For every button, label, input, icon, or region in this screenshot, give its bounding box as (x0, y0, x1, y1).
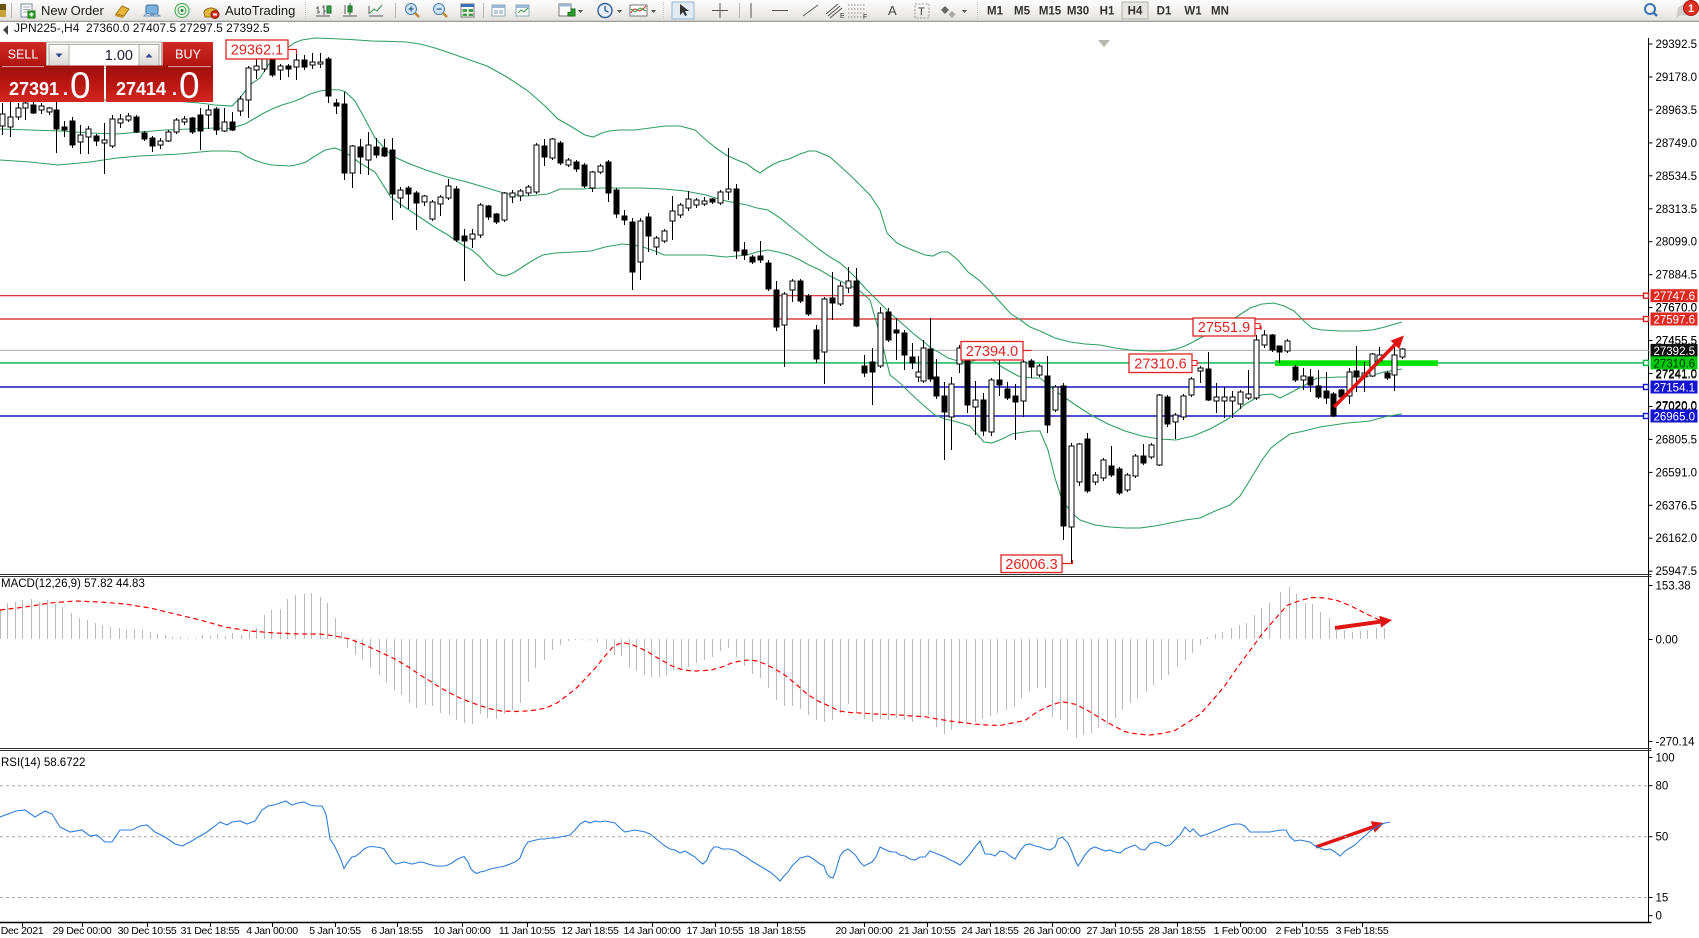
svg-text:29362.1: 29362.1 (231, 43, 283, 59)
svg-text:-270.14: -270.14 (1656, 737, 1696, 749)
svg-text:27392.5: 27392.5 (1654, 346, 1696, 358)
svg-text:0: 0 (1656, 911, 1662, 923)
svg-text:2 Feb 10:55: 2 Feb 10:55 (1276, 925, 1329, 937)
svg-text:153.38: 153.38 (1656, 581, 1691, 593)
svg-text:14 Jan 00:00: 14 Jan 00:00 (623, 925, 681, 937)
svg-text:27 Jan 10:55: 27 Jan 10:55 (1086, 925, 1144, 937)
svg-text:27670.0: 27670.0 (1656, 303, 1698, 315)
svg-text:1 Feb 00:00: 1 Feb 00:00 (1214, 925, 1267, 937)
svg-text:BUY: BUY (175, 48, 201, 62)
svg-text:27310.6: 27310.6 (1134, 356, 1186, 372)
svg-text:27670.0: 27670.0 (1656, 303, 1698, 315)
svg-text:1.00: 1.00 (105, 48, 133, 64)
svg-text:26591.0: 26591.0 (1656, 467, 1698, 479)
svg-text:RSI(14) 58.6722: RSI(14) 58.6722 (1, 757, 85, 769)
svg-text:25947.5: 25947.5 (1656, 566, 1698, 578)
svg-text:MN: MN (1211, 6, 1229, 18)
svg-text:W1: W1 (1184, 6, 1202, 18)
svg-text:10 Jan 00:00: 10 Jan 00:00 (433, 925, 491, 937)
svg-text:MACD(12,26,9) 57.82 44.83: MACD(12,26,9) 57.82 44.83 (1, 578, 145, 590)
svg-text:M15: M15 (1039, 6, 1062, 18)
svg-text:15: 15 (1656, 893, 1669, 905)
svg-text:6 Jan 18:55: 6 Jan 18:55 (371, 925, 423, 937)
svg-text:27394.0: 27394.0 (966, 344, 1018, 360)
svg-text:M30: M30 (1067, 6, 1089, 18)
svg-text:28099.0: 28099.0 (1656, 237, 1698, 249)
svg-text:100: 100 (1656, 753, 1675, 765)
svg-text:27154.1: 27154.1 (1654, 383, 1696, 395)
svg-text:26376.5: 26376.5 (1656, 500, 1698, 512)
svg-text:AutoTrading: AutoTrading (225, 3, 295, 18)
svg-text:26 Jan 00:00: 26 Jan 00:00 (1023, 925, 1081, 937)
svg-text:28313.5: 28313.5 (1656, 204, 1698, 216)
svg-text:27391: 27391 (9, 79, 59, 99)
svg-text:T: T (918, 6, 925, 18)
svg-text:18 Jan 18:55: 18 Jan 18:55 (748, 925, 806, 937)
svg-text:26965.0: 26965.0 (1654, 412, 1696, 424)
svg-text:27884.5: 27884.5 (1656, 270, 1698, 282)
svg-text:M1: M1 (987, 6, 1004, 18)
svg-text:−: − (436, 5, 442, 16)
svg-text:0.00: 0.00 (1656, 635, 1678, 647)
svg-text:3 Feb 18:55: 3 Feb 18:55 (1336, 925, 1389, 937)
svg-text:0: 0 (70, 65, 91, 106)
svg-text:27241.0: 27241.0 (1656, 369, 1698, 381)
svg-text:20 Jan 00:00: 20 Jan 00:00 (835, 925, 893, 937)
svg-text:11 Jan 10:55: 11 Jan 10:55 (499, 925, 556, 937)
svg-text:31 Dec 18:55: 31 Dec 18:55 (181, 925, 240, 937)
svg-text:.: . (172, 79, 177, 99)
svg-text:28534.5: 28534.5 (1656, 171, 1698, 183)
svg-text:+: + (408, 5, 414, 16)
svg-text:JPN225-,H4 27360.0 27407.5 27: JPN225-,H4 27360.0 27407.5 27297.5 27392… (14, 21, 270, 35)
svg-text:4 Jan 00:00: 4 Jan 00:00 (246, 925, 298, 937)
svg-text:New Order: New Order (41, 3, 105, 18)
svg-text:F: F (863, 14, 867, 21)
svg-text:24 Jan 18:55: 24 Jan 18:55 (961, 925, 1019, 937)
svg-text:A: A (888, 3, 897, 18)
svg-text:5 Jan 10:55: 5 Jan 10:55 (309, 925, 361, 937)
svg-text:27414: 27414 (116, 79, 166, 99)
svg-text:29178.0: 29178.0 (1656, 72, 1698, 84)
svg-text:17 Jan 10:55: 17 Jan 10:55 (686, 925, 744, 937)
svg-text:27310.6: 27310.6 (1654, 358, 1696, 370)
svg-text:26006.3: 26006.3 (1005, 557, 1057, 573)
svg-text:27597.6: 27597.6 (1654, 315, 1696, 327)
svg-text:27241.0: 27241.0 (1656, 370, 1698, 382)
svg-text:28963.5: 28963.5 (1656, 105, 1698, 117)
svg-text:12 Jan 18:55: 12 Jan 18:55 (561, 925, 619, 937)
svg-text:1: 1 (1688, 3, 1694, 15)
svg-text:H4: H4 (1128, 6, 1143, 18)
svg-text:29392.5: 29392.5 (1656, 39, 1698, 51)
svg-text:28 Jan 18:55: 28 Jan 18:55 (1148, 925, 1206, 937)
svg-text:28749.0: 28749.0 (1656, 138, 1698, 150)
svg-text:M5: M5 (1014, 6, 1031, 18)
svg-text:Dec 2021: Dec 2021 (1, 925, 44, 937)
svg-text:26162.0: 26162.0 (1656, 533, 1698, 545)
svg-text:21 Jan 10:55: 21 Jan 10:55 (898, 925, 956, 937)
svg-text:50: 50 (1656, 832, 1669, 844)
svg-text:26805.5: 26805.5 (1656, 434, 1698, 446)
svg-text:30 Dec 10:55: 30 Dec 10:55 (118, 925, 177, 937)
svg-text:27747.6: 27747.6 (1654, 291, 1696, 303)
svg-text:SELL: SELL (8, 48, 39, 62)
svg-text:29 Dec 00:00: 29 Dec 00:00 (53, 925, 112, 937)
svg-text:E: E (840, 13, 845, 20)
svg-text:27551.9: 27551.9 (1198, 320, 1250, 336)
svg-text:80: 80 (1656, 781, 1669, 793)
svg-text:.: . (63, 79, 68, 99)
svg-text:0: 0 (179, 65, 200, 106)
svg-text:D1: D1 (1157, 6, 1172, 18)
svg-text:H1: H1 (1100, 6, 1115, 18)
